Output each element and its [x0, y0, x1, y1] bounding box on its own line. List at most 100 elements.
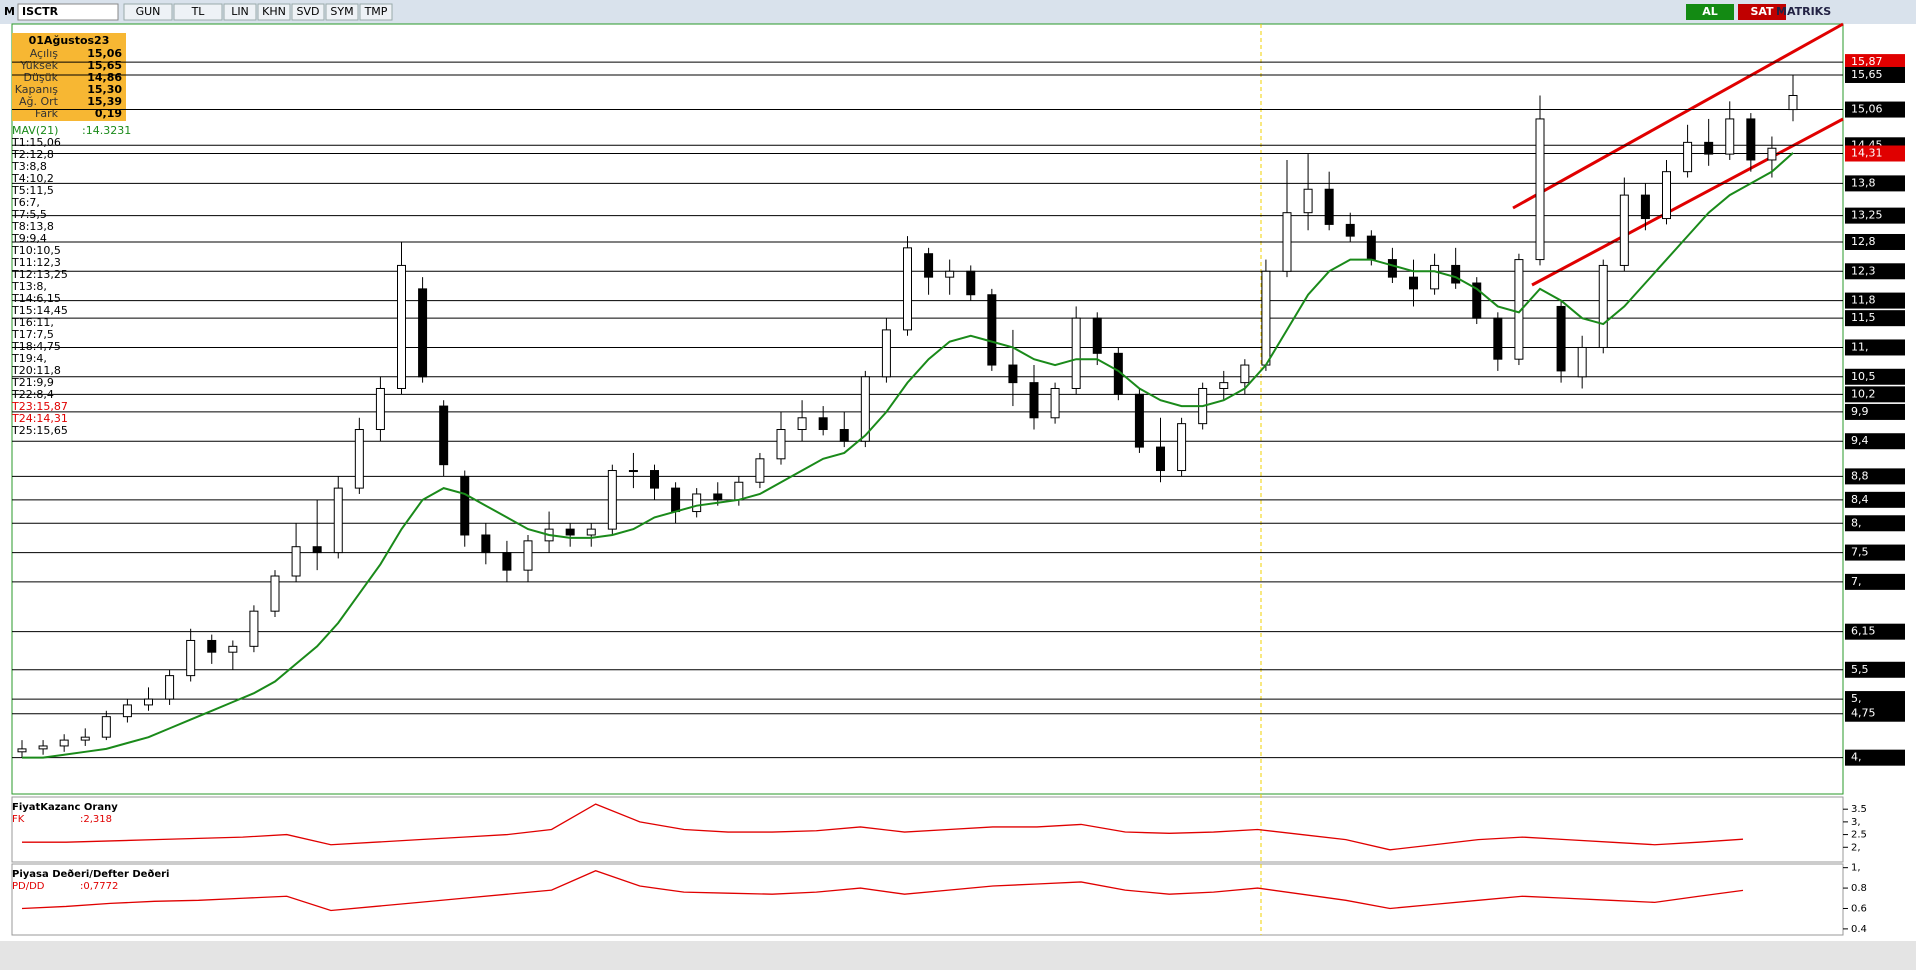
toolbar-button-label[interactable]: LIN — [231, 5, 249, 18]
y-tick-label: 8, — [1851, 516, 1862, 529]
toolbar-button[interactable] — [223, 3, 257, 21]
price-label-bg — [1845, 66, 1905, 83]
candle-body — [1683, 141, 1693, 173]
toolbar-button-label[interactable]: SVD — [297, 5, 320, 18]
candle-body — [460, 475, 470, 536]
level-label: T23:15,87 — [11, 400, 68, 413]
info-date: 01Ağustos23 — [29, 34, 110, 47]
candle-body — [80, 736, 90, 741]
candle-body — [291, 546, 301, 577]
indicator-line — [22, 803, 1744, 851]
channel-lower — [1531, 117, 1844, 287]
toolbar-button[interactable] — [173, 3, 223, 21]
panel-title: Piyasa Deðeri/Defter Deðeri — [12, 869, 169, 880]
candle-body — [1598, 264, 1608, 348]
candle-body — [523, 540, 533, 571]
y-tick-label: 0.4 — [1851, 924, 1867, 935]
y-tick-label: 0.6 — [1851, 903, 1867, 914]
toolbar-button-label[interactable]: TMP — [364, 5, 388, 18]
toolbar-button-label[interactable]: KHN — [262, 5, 286, 18]
y-tick-label: 10,5 — [1851, 370, 1876, 383]
candle-body — [945, 270, 955, 278]
level-label: T10:10,5 — [11, 244, 61, 257]
candle-body — [797, 417, 807, 431]
info-label: Ağ. Ort — [19, 95, 59, 108]
toolbar-button[interactable] — [359, 3, 393, 21]
y-tick-label: 15,06 — [1851, 103, 1883, 116]
price-label-bg — [1845, 145, 1905, 162]
toolbar-button[interactable] — [123, 3, 173, 21]
y-tick-label: 6,15 — [1851, 625, 1876, 638]
price-label-bg — [1845, 468, 1905, 485]
candle-body — [439, 405, 449, 466]
candle-body — [713, 493, 723, 501]
price-label-bg — [1845, 691, 1905, 708]
candle-body — [228, 645, 238, 653]
price-label-bg — [1845, 101, 1905, 118]
trade-button-label[interactable]: AL — [1702, 5, 1718, 18]
candle-body — [375, 387, 385, 431]
candle-body — [1345, 223, 1355, 237]
candle-body — [818, 417, 828, 431]
price-label-bg — [1845, 433, 1905, 450]
toolbar-button-label[interactable]: TL — [191, 5, 206, 18]
y-tick-label: 9,9 — [1851, 405, 1869, 418]
toolbar-button[interactable] — [325, 3, 359, 21]
symbol-box — [17, 3, 119, 21]
candle-body — [1662, 171, 1671, 220]
candle-body — [1725, 118, 1735, 155]
candle-body — [1514, 259, 1524, 360]
symbol[interactable]: ISCTR — [22, 5, 59, 18]
ma-name: MAV(21) — [12, 124, 58, 137]
candle-body — [1008, 364, 1018, 384]
toolbar-button-label[interactable]: SYM — [330, 5, 353, 18]
toolbar-button-label[interactable]: GUN — [136, 5, 161, 18]
y-tick-label: 4,75 — [1851, 707, 1876, 720]
y-tick-label: 7, — [1851, 575, 1862, 588]
candle-body — [186, 639, 196, 677]
candle-body — [734, 481, 744, 501]
ma-line — [22, 152, 1794, 759]
level-label: T5:11,5 — [11, 184, 54, 197]
y-tick-label: 15,65 — [1851, 68, 1883, 81]
candle-body — [1240, 364, 1250, 384]
candle-body — [1704, 141, 1714, 155]
candle-body — [1134, 393, 1144, 448]
level-label: T4:10,2 — [11, 172, 54, 185]
candle-body — [1071, 317, 1081, 389]
candle-body — [966, 270, 976, 296]
y-tick-label: 8,4 — [1851, 493, 1869, 506]
candle-body — [312, 546, 322, 554]
level-label: T17:7,5 — [11, 328, 54, 341]
y-tick-label: 8,8 — [1851, 469, 1869, 482]
indicator-value: :0,7772 — [80, 881, 118, 892]
info-value: 15,39 — [87, 95, 122, 108]
level-label: T2:12,8 — [11, 148, 54, 161]
y-tick-label: 11,8 — [1851, 294, 1876, 307]
y-tick-label: 14,31 — [1851, 147, 1883, 160]
info-label: Açılış — [30, 47, 59, 60]
trade-button[interactable] — [1738, 4, 1786, 20]
brand: MATRIKS — [1776, 5, 1831, 18]
main-panel — [11, 23, 1844, 795]
toolbar-button[interactable] — [291, 3, 325, 21]
level-label: T13:8, — [11, 280, 47, 293]
level-label: T3:8,8 — [11, 160, 47, 173]
y-tick-label: 7,5 — [1851, 546, 1869, 559]
candle-body — [1219, 382, 1229, 389]
toolbar-button[interactable] — [257, 3, 291, 21]
y-tick-label: 9,4 — [1851, 434, 1869, 447]
level-label: T22:8,4 — [11, 388, 54, 401]
candle-body — [1556, 305, 1566, 372]
candle-body — [776, 429, 786, 460]
y-tick-label: 12,3 — [1851, 264, 1876, 277]
price-label-bg — [1845, 175, 1905, 192]
y-tick-label: 0.8 — [1851, 883, 1867, 894]
price-label-bg — [1845, 749, 1905, 766]
trade-button-label[interactable]: SAT — [1750, 5, 1774, 18]
trade-button[interactable] — [1686, 4, 1734, 20]
candle-body — [1430, 264, 1440, 290]
candle-body — [481, 534, 491, 554]
level-label: T12:13,25 — [11, 268, 68, 281]
